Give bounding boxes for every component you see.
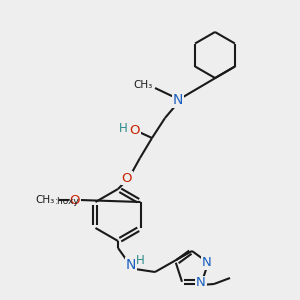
Text: CH₃: CH₃	[36, 195, 55, 205]
Text: N: N	[201, 256, 211, 269]
Text: H: H	[136, 254, 144, 266]
Text: O: O	[130, 124, 140, 136]
Text: N: N	[196, 276, 206, 289]
Text: CH₃: CH₃	[134, 80, 153, 90]
Text: O: O	[70, 194, 80, 206]
Text: N: N	[126, 258, 136, 272]
Text: O: O	[122, 172, 132, 184]
Text: N: N	[173, 93, 183, 107]
Text: H: H	[119, 122, 128, 134]
Text: methoxy: methoxy	[39, 197, 79, 206]
